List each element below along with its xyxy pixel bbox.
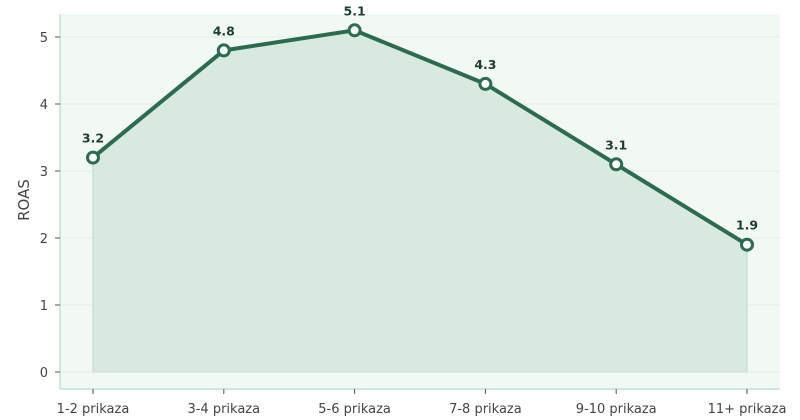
x-tick-label: 3-4 prikaza <box>187 402 260 417</box>
data-point <box>478 76 493 91</box>
series-line <box>91 28 749 247</box>
y-tick-label: 5 <box>40 31 48 46</box>
y-tick-label: 0 <box>40 366 48 381</box>
y-tick-label: 4 <box>40 98 48 113</box>
x-tick-label: 11+ prikaza <box>708 402 787 417</box>
x-ticks: 1-2 prikaza 3-4 prikaza 5-6 prikaza 7-8 pri… <box>57 389 787 417</box>
data-label: 4.8 <box>213 23 235 38</box>
data-label: 3.2 <box>82 131 104 146</box>
data-labels: 3.2 4.8 5.1 4.3 3.1 1.9 <box>82 3 758 232</box>
y-tick-label: 3 <box>40 165 48 180</box>
y-tick-label: 2 <box>40 232 48 247</box>
data-label: 4.3 <box>474 57 496 72</box>
x-tick-label: 7-8 prikaza <box>449 402 522 417</box>
x-tick-label: 9-10 prikaza <box>576 402 657 417</box>
data-point <box>216 43 231 58</box>
y-axis-label: ROAS <box>15 179 33 221</box>
y-tick-label: 1 <box>40 299 48 314</box>
data-point <box>609 157 624 172</box>
data-points <box>86 23 754 252</box>
data-point <box>86 150 100 165</box>
drop-lines <box>92 157 748 373</box>
data-point <box>740 237 754 252</box>
x-tick-label: 1-2 prikaza <box>57 402 130 417</box>
area-fill <box>93 30 747 373</box>
data-label: 3.1 <box>605 137 627 152</box>
data-point <box>347 23 362 38</box>
x-tick-label: 5-6 prikaza <box>318 402 391 417</box>
y-ticks: 0 1 2 3 4 5 <box>40 31 60 381</box>
data-label: 5.1 <box>344 3 366 18</box>
data-label: 1.9 <box>736 218 758 233</box>
